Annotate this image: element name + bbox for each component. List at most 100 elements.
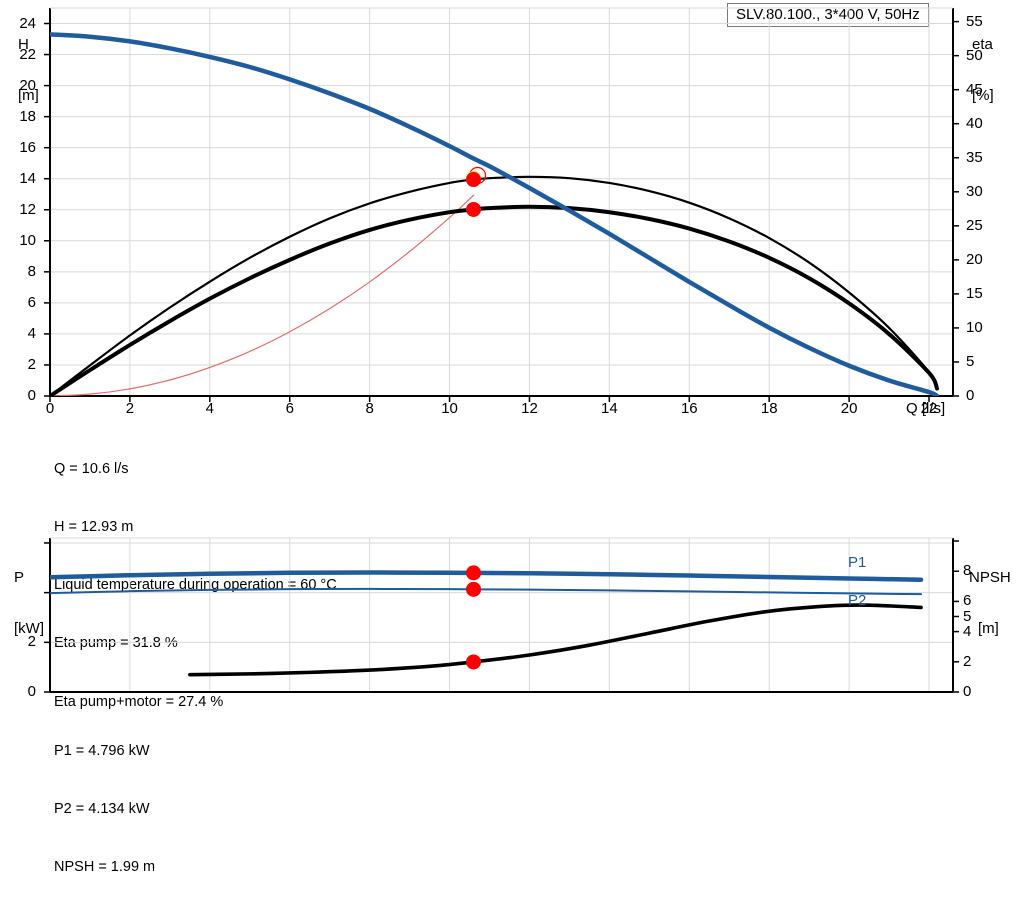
top-right-axis-title-line2: [%] — [972, 87, 994, 104]
top-left-axis-title: H [m] — [18, 2, 58, 138]
bottom-right-axis-title-line2: [m] — [978, 620, 999, 637]
npsh-duty[interactable] — [466, 654, 482, 670]
top-h-tick-label: 24 — [19, 14, 36, 32]
top-q-tick-label: 0 — [45, 400, 55, 417]
bottom-duty-points — [466, 565, 482, 670]
top-q-tick-label: 2 — [125, 400, 135, 417]
chart-title-box: SLV.80.100., 3*400 V, 50Hz — [727, 3, 929, 27]
head-curve — [50, 32, 940, 396]
pump-curve-page: H [m] eta [%] SLV.80.100., 3*400 V, 50Hz — [0, 0, 1024, 875]
bottom-readout-block: P1 = 4.796 kW P2 = 4.134 kW NPSH = 1.99 … — [54, 703, 554, 916]
eta-pump-curve — [50, 175, 939, 396]
top-q-tick-label: 10 — [441, 400, 458, 417]
bottom-p-tick-label: 2 — [27, 633, 36, 651]
top-q-tick-label: 20 — [840, 400, 858, 417]
bottom-grid-vertical — [129, 538, 930, 692]
p1-curve — [50, 570, 924, 582]
readout-line-p2: P2 = 4.134 kW — [54, 801, 150, 818]
top-left-axis-title-line2: [m] — [18, 87, 39, 104]
top-q-tick-label: 6 — [285, 400, 294, 417]
top-eta-tick-label: 5 — [966, 352, 975, 370]
bottom-npsh-tick-label: 8 — [963, 562, 972, 580]
top-eta-tick-label: 0 — [966, 387, 975, 404]
bottom-left-axis-title: P [kW] — [14, 535, 60, 671]
top-eta-tick-label: 45 — [966, 80, 983, 98]
top-eta-tick-label: 15 — [966, 284, 983, 302]
readout-line-h: H = 12.93 m — [54, 519, 134, 536]
bottom-npsh-tick-label: 0 — [963, 683, 972, 700]
top-left-axis-title-line1: H — [18, 36, 29, 53]
top-h-tick-label: 14 — [19, 169, 36, 187]
npsh-curve — [188, 603, 923, 677]
p1-duty[interactable] — [466, 565, 482, 581]
top-h-tick-label: 16 — [19, 138, 36, 156]
top-q-tick-label: 12 — [521, 400, 538, 417]
top-x-tick-labels: 0 2 4 6 8 10 12 14 16 18 20 22 — [0, 398, 1024, 422]
top-q-tick-label: 14 — [601, 400, 618, 417]
top-q-tick-label: 8 — [365, 400, 374, 417]
top-h-tick-label: 8 — [27, 262, 36, 280]
top-duty-points — [466, 166, 487, 217]
system-curve — [50, 194, 475, 396]
readout-line-q: Q = 10.6 l/s — [54, 460, 129, 477]
top-eta-tick-label: 10 — [966, 318, 983, 336]
top-left-tick-labels: 0 2 4 6 8 10 12 14 16 18 20 22 24 — [0, 0, 44, 420]
top-q-tick-label: 18 — [760, 400, 778, 417]
eta-pump-motor-curve — [50, 204, 940, 396]
top-h-tick-label: 6 — [27, 293, 36, 311]
bottom-npsh-tick-label: 5 — [963, 607, 972, 625]
top-q-tick-label: 16 — [680, 400, 698, 417]
bottom-chart-plot — [44, 537, 959, 693]
top-eta-tick-label: 30 — [966, 182, 983, 200]
top-q-tick-label: 22 — [920, 400, 938, 417]
top-h-tick-label: 18 — [19, 107, 36, 125]
bottom-p-tick-label: 0 — [27, 683, 36, 700]
top-eta-tick-label: 50 — [966, 46, 983, 64]
p2-curve-label: P2 — [848, 592, 867, 609]
top-right-axis-title: eta [%] — [972, 2, 1024, 138]
top-x-ticks — [49, 396, 930, 402]
readout-line-npsh: NPSH = 1.99 m — [54, 859, 156, 876]
top-eta-tick-label: 25 — [966, 216, 983, 234]
top-h-tick-label: 2 — [27, 355, 36, 373]
bottom-npsh-tick-label: 4 — [963, 622, 972, 640]
readout-line-eta-pump-motor: Eta pump+motor = 27.4 % — [54, 693, 224, 710]
top-chart-plot — [44, 7, 959, 402]
top-grid-vertical — [129, 8, 930, 396]
top-h-tick-label: 4 — [27, 324, 36, 342]
top-right-tick-labels: 0 5 10 15 20 25 30 35 40 45 50 55 — [966, 0, 1016, 420]
bottom-npsh-tick-label: 6 — [963, 592, 972, 610]
bottom-left-axis-title-line2: [kW] — [14, 620, 44, 637]
top-h-tick-label: 22 — [19, 45, 36, 63]
top-right-axis-title-line1: eta — [972, 36, 993, 53]
top-eta-tick-label: 20 — [966, 250, 983, 268]
top-eta-tick-label: 35 — [966, 148, 983, 166]
top-q-tick-label: 4 — [205, 400, 214, 417]
top-h-tick-label: 10 — [19, 231, 36, 249]
bottom-right-ticks — [953, 540, 959, 693]
top-h-tick-label: 0 — [27, 387, 36, 404]
bottom-left-ticks — [44, 542, 50, 693]
readout-line-p1: P1 = 4.796 kW — [54, 742, 150, 759]
top-left-ticks — [44, 22, 50, 397]
bottom-right-axis-title-line1: NPSH — [969, 569, 1011, 586]
top-h-tick-label: 12 — [19, 200, 36, 218]
top-eta-tick-label: 40 — [966, 114, 983, 132]
p2-curve — [50, 587, 923, 596]
p1-curve-label: P1 — [848, 554, 867, 571]
top-h-tick-label: 20 — [19, 76, 36, 94]
top-right-ticks — [953, 20, 959, 397]
bottom-left-axis-title-line1: P — [14, 569, 25, 586]
eta-pump-motor-duty[interactable] — [466, 201, 482, 217]
top-chart: H [m] eta [%] SLV.80.100., 3*400 V, 50Hz — [0, 0, 1024, 420]
p2-duty[interactable] — [466, 581, 482, 597]
top-eta-tick-label: 55 — [966, 12, 983, 30]
readout-line-eta-pump: Eta pump = 31.8 % — [54, 635, 178, 652]
top-x-axis-title: Q [l/s] — [906, 400, 946, 417]
eta-pump-duty[interactable] — [466, 172, 482, 188]
bottom-npsh-tick-label: 2 — [963, 652, 972, 670]
bottom-right-axis-title: NPSH [m] — [969, 535, 1024, 671]
